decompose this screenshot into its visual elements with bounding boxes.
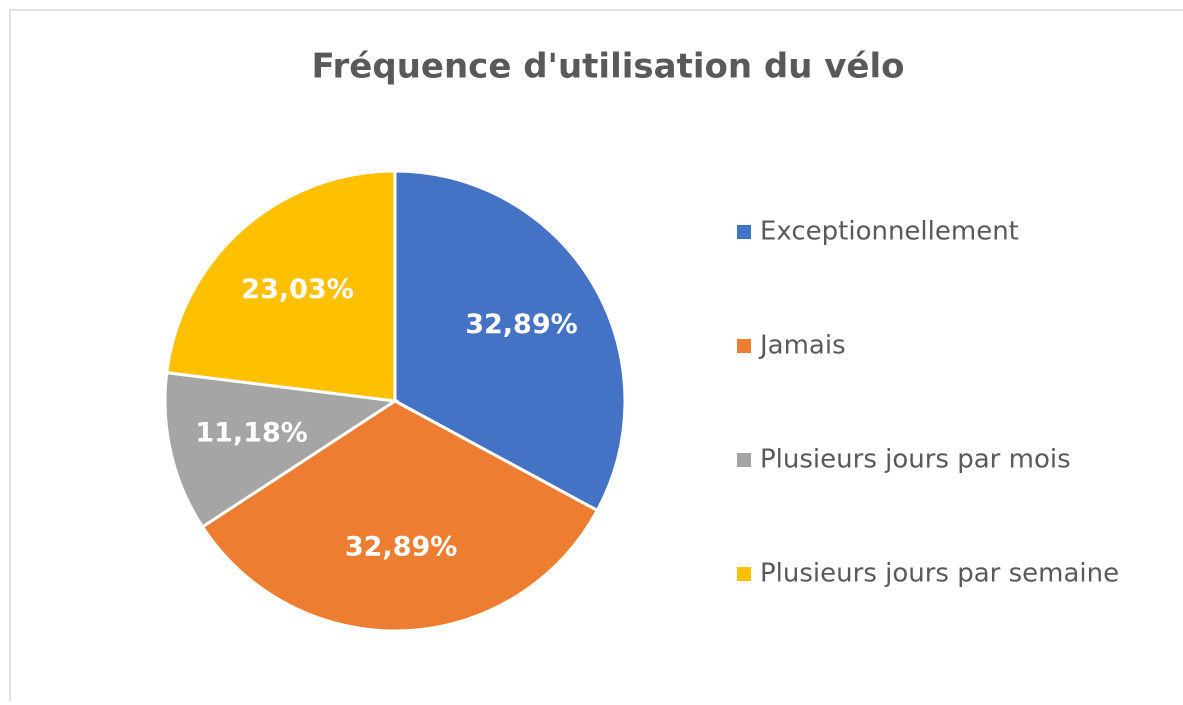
pie-slice bbox=[165, 169, 397, 403]
data-label: 23,03% bbox=[241, 274, 353, 305]
legend-label: Jamais bbox=[758, 331, 846, 361]
legend-label: Plusieurs jours par mois bbox=[760, 445, 1071, 475]
data-label: 32,89% bbox=[465, 309, 577, 340]
pie-slice bbox=[163, 370, 400, 529]
data-label: 11,18% bbox=[195, 418, 307, 449]
chart-title: Fréquence d'utilisation du vélo bbox=[311, 47, 904, 87]
legend-swatch bbox=[737, 339, 751, 353]
data-label: 32,89% bbox=[345, 532, 457, 563]
pie-slice bbox=[200, 399, 600, 633]
legend-label: Plusieurs jours par semaine bbox=[760, 559, 1119, 589]
legend-label: Exceptionnellement bbox=[760, 217, 1019, 247]
legend-swatch bbox=[737, 567, 751, 581]
pie-slice bbox=[393, 169, 627, 513]
legend-swatch bbox=[737, 453, 751, 467]
legend-swatch bbox=[737, 225, 751, 239]
